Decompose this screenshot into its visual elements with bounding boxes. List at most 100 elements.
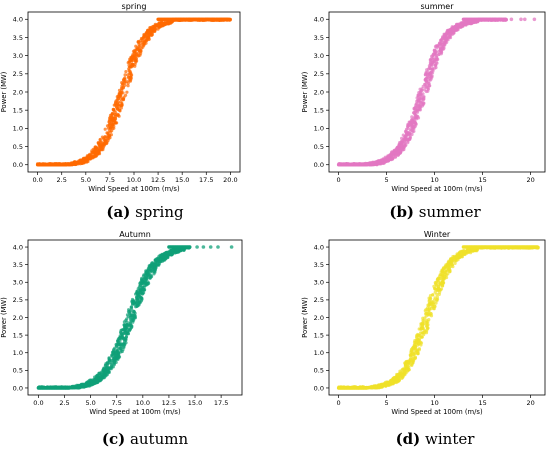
y-tick-label: 0.0 xyxy=(314,161,324,169)
data-point xyxy=(137,40,141,44)
data-point xyxy=(428,67,432,71)
caption-summer: (b) summer xyxy=(360,203,510,221)
data-point xyxy=(171,248,175,252)
data-point xyxy=(64,163,68,167)
data-point xyxy=(445,30,449,34)
x-tick-label: 5 xyxy=(385,176,389,184)
scatter-points xyxy=(36,245,234,390)
data-point xyxy=(142,291,146,295)
data-point xyxy=(103,127,107,131)
data-point xyxy=(87,381,91,386)
y-tick-label: 1.0 xyxy=(314,125,324,133)
data-point xyxy=(88,157,92,161)
data-point xyxy=(150,261,154,265)
data-point xyxy=(123,73,127,77)
chart-panel-winter: Winter 0 5 10 15 20 0.0 0.5 1.0 1.5 2.0 2.5 3.0 3.5 4.… xyxy=(275,228,550,423)
data-point xyxy=(121,342,125,346)
data-point xyxy=(116,113,120,118)
data-point xyxy=(142,43,146,48)
y-tick-label: 3.5 xyxy=(314,34,324,42)
data-point xyxy=(419,97,423,101)
data-point xyxy=(119,350,123,354)
data-point xyxy=(144,41,148,45)
data-point xyxy=(164,251,168,255)
data-point xyxy=(115,344,119,348)
data-point xyxy=(394,147,398,151)
data-point xyxy=(159,257,163,261)
data-point xyxy=(404,129,408,133)
data-point xyxy=(457,23,461,27)
data-point xyxy=(145,270,149,274)
data-point xyxy=(447,32,452,36)
data-point xyxy=(460,23,464,28)
y-tick-label: 0.0 xyxy=(13,161,23,169)
y-tick-label: 1.0 xyxy=(13,125,23,133)
caption-autumn: (c) autumn xyxy=(70,430,220,448)
data-point xyxy=(67,386,72,390)
data-point xyxy=(438,47,442,52)
data-point xyxy=(75,161,79,165)
data-point xyxy=(114,350,118,354)
data-point xyxy=(102,366,106,370)
data-point xyxy=(157,23,161,27)
x-tick-label: 15.0 xyxy=(188,399,202,407)
data-point xyxy=(125,90,129,94)
data-point xyxy=(120,81,124,85)
y-tick-label: 4.0 xyxy=(13,16,23,24)
data-point xyxy=(120,104,124,108)
data-point xyxy=(153,25,157,29)
data-point xyxy=(84,157,88,161)
data-point xyxy=(134,44,138,48)
x-tick-label: 7.5 xyxy=(105,176,115,184)
data-point xyxy=(109,367,113,371)
data-point xyxy=(154,257,158,261)
data-point xyxy=(125,325,129,329)
data-point xyxy=(118,337,122,342)
chart-title: Autumn xyxy=(119,230,151,239)
data-point xyxy=(402,139,406,143)
outlier-point xyxy=(519,17,523,22)
data-point xyxy=(70,386,74,390)
data-point xyxy=(107,129,111,133)
data-point xyxy=(227,17,232,21)
data-point xyxy=(154,27,158,31)
data-point xyxy=(107,359,111,363)
data-point xyxy=(126,310,131,314)
data-point xyxy=(105,373,109,377)
data-point xyxy=(443,33,447,37)
data-point xyxy=(123,83,127,87)
data-point xyxy=(137,54,141,58)
data-point xyxy=(125,317,129,321)
data-point xyxy=(125,332,129,336)
x-tick-label: 20 xyxy=(526,176,534,184)
data-point xyxy=(431,71,435,75)
data-point xyxy=(126,84,130,88)
data-point xyxy=(151,27,155,31)
outlier-point xyxy=(208,245,213,249)
x-tick-label: 12.5 xyxy=(151,176,165,184)
data-point xyxy=(412,111,416,115)
x-tick-label: 17.5 xyxy=(199,176,213,184)
data-point xyxy=(94,148,98,153)
data-point xyxy=(119,335,123,339)
data-point xyxy=(111,107,115,112)
data-point xyxy=(130,305,134,309)
y-tick-label: 0.5 xyxy=(13,367,23,375)
data-point xyxy=(424,70,428,74)
data-point xyxy=(130,297,135,302)
caption-letter: (b) xyxy=(389,203,415,221)
data-point xyxy=(133,315,137,319)
scatter-points xyxy=(336,17,537,167)
data-point xyxy=(464,22,468,26)
data-point xyxy=(110,129,114,133)
x-axis-label: Wind Speed at 100m (m/s) xyxy=(89,408,181,416)
y-tick-label: 3.0 xyxy=(314,52,324,60)
data-point xyxy=(149,31,153,35)
data-point xyxy=(124,335,129,339)
y-tick-label: 1.0 xyxy=(13,349,23,357)
caption-letter: (c) xyxy=(101,430,126,448)
data-point xyxy=(95,373,100,377)
data-point xyxy=(106,369,110,373)
